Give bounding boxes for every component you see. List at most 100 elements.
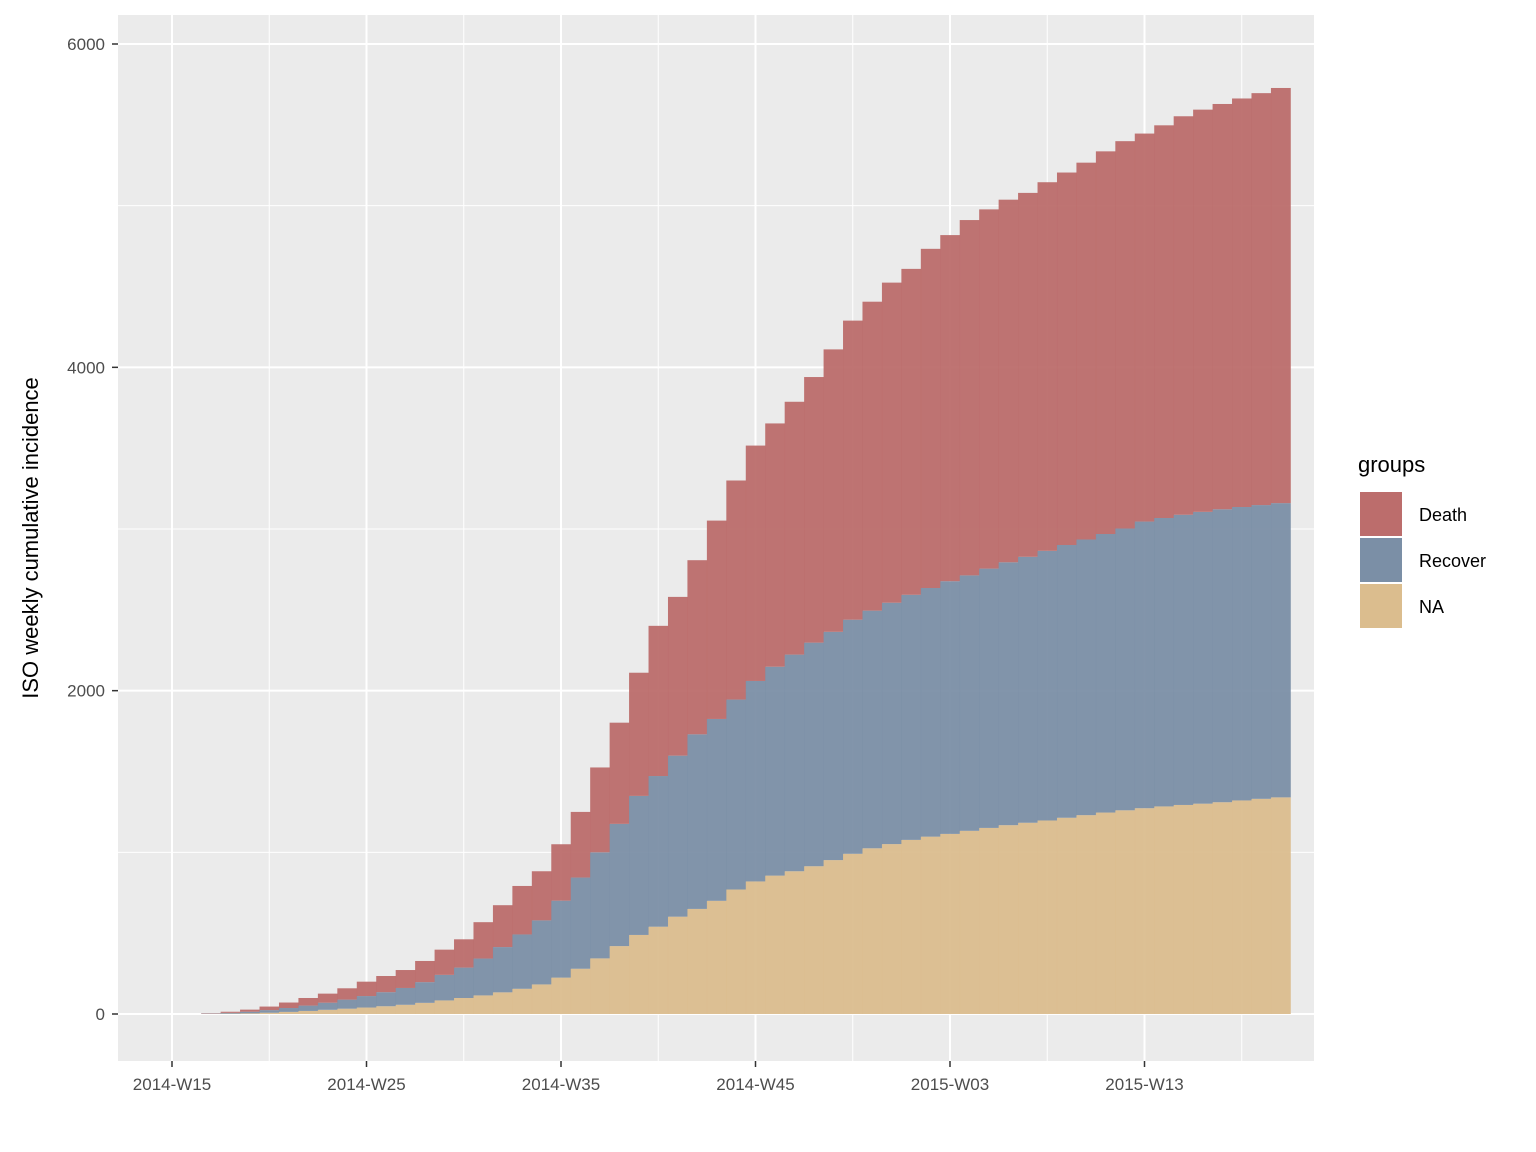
bar-na-2014-w23 — [317, 1009, 338, 1014]
bar-recover-2015-w18 — [1232, 507, 1252, 801]
bar-recover-2014-w20 — [259, 1010, 280, 1013]
bar-recover-2014-w34 — [531, 920, 552, 985]
bar-recover-2014-w25 — [356, 996, 377, 1008]
bar-na-2014-w34 — [531, 984, 552, 1014]
bar-death-2014-w20 — [259, 1006, 280, 1011]
bar-recover-2014-w44 — [726, 699, 747, 890]
bar-death-2014-w48 — [804, 377, 824, 643]
bar-na-2014-w43 — [706, 900, 727, 1014]
stacked-bars — [201, 87, 1291, 1014]
bar-na-2014-w48 — [804, 866, 824, 1014]
bar-na-2015-w09 — [1056, 817, 1077, 1014]
bar-na-2015-w03 — [940, 833, 961, 1014]
x-tick-label: 2014-W45 — [716, 1075, 794, 1094]
bar-death-2015-w11 — [1095, 151, 1116, 535]
bar-recover-2014-w39 — [629, 795, 649, 935]
bar-death-2014-w35 — [551, 844, 572, 901]
bar-death-2015-w15 — [1173, 116, 1194, 515]
bar-death-2015-w20 — [1270, 87, 1291, 504]
bar-na-2015-w16 — [1193, 803, 1213, 1014]
bar-na-2014-w22 — [298, 1010, 319, 1014]
bar-na-2015-w06 — [998, 825, 1019, 1014]
bar-death-2014-w33 — [512, 885, 533, 935]
bar-na-2015-w10 — [1076, 815, 1097, 1014]
bar-recover-2015-w14 — [1154, 518, 1175, 807]
bar-na-2014-w38 — [609, 946, 630, 1014]
bar-death-2014-w19 — [240, 1009, 260, 1012]
bar-death-2014-w31 — [473, 922, 494, 959]
bar-death-2015-w07 — [1018, 192, 1038, 557]
bar-recover-2014-w27 — [395, 987, 416, 1005]
bar-na-2014-w29 — [434, 1000, 455, 1014]
bar-recover-2015-w19 — [1251, 505, 1272, 799]
bar-recover-2014-w49 — [823, 631, 844, 861]
bar-death-2014-w41 — [667, 596, 688, 756]
axes: 0 2000 4000 6000 2014-W15 2014-W25 2014-W35 201… — [67, 35, 1184, 1094]
bar-death-2014-w24 — [337, 988, 358, 1000]
bar-recover-2014-w50 — [843, 619, 863, 854]
bar-na-2015-w14 — [1154, 806, 1175, 1014]
bar-recover-2015-w12 — [1115, 528, 1136, 811]
bar-recover-2015-w17 — [1212, 509, 1233, 803]
bar-na-2014-w44 — [726, 889, 747, 1014]
bar-na-2014-w45 — [745, 881, 766, 1014]
bar-death-2014-w46 — [765, 423, 786, 667]
bar-na-2015-w07 — [1018, 822, 1038, 1014]
bar-recover-2014-w51 — [862, 610, 883, 849]
bar-recover-2014-w22 — [298, 1005, 319, 1011]
bar-na-2015-w20 — [1270, 797, 1291, 1014]
bar-recover-2015-w08 — [1037, 550, 1058, 821]
bar-death-2014-w36 — [570, 811, 591, 878]
bar-death-2015-w13 — [1134, 133, 1155, 522]
bar-na-2014-w28 — [415, 1002, 435, 1014]
bar-death-2015-w19 — [1251, 93, 1272, 506]
x-tick-label: 2014-W35 — [522, 1075, 600, 1094]
bar-recover-2015-w04 — [959, 575, 980, 831]
bar-na-2014-w49 — [823, 860, 844, 1014]
bar-death-2015-w01 — [901, 268, 922, 595]
bar-recover-2014-w23 — [317, 1002, 338, 1010]
bar-death-2015-w10 — [1076, 162, 1097, 540]
bar-recover-2014-w42 — [687, 734, 708, 909]
bar-recover-2014-w24 — [337, 999, 358, 1009]
bar-recover-2014-w48 — [804, 642, 824, 867]
bar-na-2014-w24 — [337, 1008, 358, 1014]
legend-title: groups — [1358, 452, 1425, 477]
bar-death-2014-w38 — [609, 722, 630, 824]
bar-death-2015-w05 — [979, 209, 1000, 569]
bar-death-2015-w14 — [1154, 125, 1175, 519]
bar-death-2015-w12 — [1115, 141, 1136, 529]
bar-na-2015-w19 — [1251, 798, 1272, 1014]
bar-recover-2015-w13 — [1134, 521, 1155, 809]
bar-recover-2014-w52 — [881, 602, 902, 845]
bar-na-2014-w37 — [590, 958, 611, 1014]
bar-death-2014-w25 — [356, 981, 377, 997]
bar-na-2014-w36 — [570, 968, 591, 1014]
bar-death-2014-w27 — [395, 970, 416, 988]
bar-death-2014-w51 — [862, 301, 883, 611]
bar-recover-2015-w03 — [940, 581, 961, 834]
bar-recover-2014-w47 — [784, 654, 805, 872]
bar-na-2014-w33 — [512, 988, 533, 1014]
bar-na-2014-w46 — [765, 875, 786, 1014]
bar-recover-2014-w41 — [667, 755, 688, 917]
bar-na-2014-w52 — [881, 844, 902, 1014]
bar-na-2014-w47 — [784, 871, 805, 1014]
bar-recover-2014-w38 — [609, 823, 630, 947]
y-tick-label: 4000 — [67, 358, 105, 377]
legend-label-na: NA — [1419, 597, 1444, 617]
y-tick-label: 2000 — [67, 682, 105, 701]
y-tick-label: 0 — [96, 1005, 105, 1024]
bar-death-2014-w45 — [745, 445, 766, 681]
legend-key-na — [1360, 584, 1402, 628]
bar-na-2014-w21 — [278, 1011, 299, 1014]
bar-death-2014-w52 — [881, 282, 902, 603]
legend-key-recover — [1360, 538, 1402, 582]
bar-death-2014-w22 — [298, 997, 319, 1006]
bar-death-2014-w44 — [726, 480, 747, 700]
bar-na-2014-w20 — [259, 1012, 280, 1014]
bar-recover-2015-w20 — [1270, 503, 1291, 798]
bar-na-2014-w27 — [395, 1004, 416, 1014]
bar-death-2014-w37 — [590, 767, 611, 853]
bar-death-2014-w49 — [823, 349, 844, 632]
